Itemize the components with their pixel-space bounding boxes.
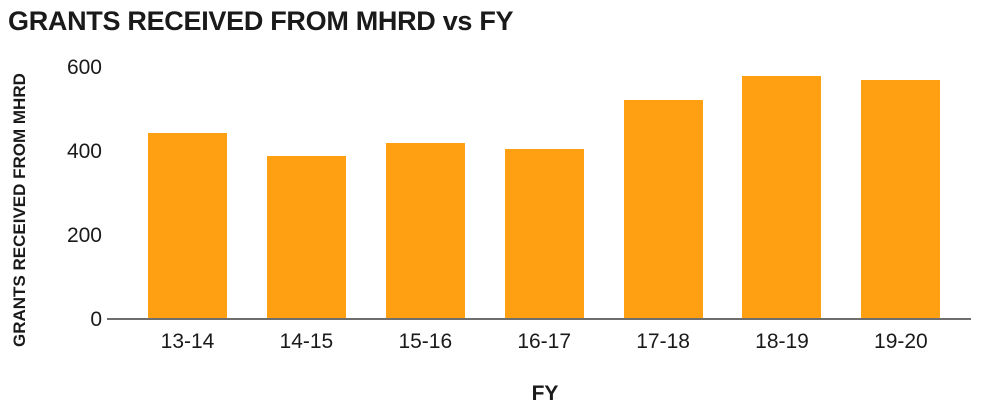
x-tick-label-13-14: 13-14	[160, 330, 215, 353]
x-tick-label-16-17: 16-17	[517, 330, 572, 353]
bar-18-19[interactable]	[742, 75, 822, 320]
x-tick-label-18-19: 18-19	[755, 330, 809, 353]
x-axis-line	[107, 318, 971, 320]
y-tick-label-200: 200	[66, 224, 102, 248]
bar-14-15[interactable]	[266, 155, 346, 320]
x-axis-title: FY	[531, 382, 559, 405]
x-tick-label-17-18: 17-18	[636, 330, 690, 353]
bar-17-18[interactable]	[623, 99, 703, 320]
bar-16-17[interactable]	[504, 148, 584, 320]
x-tick-label-14-15: 14-15	[279, 330, 334, 353]
bar-15-16[interactable]	[385, 143, 465, 320]
bar-13-14[interactable]	[147, 133, 227, 320]
y-tick-label-400: 400	[66, 140, 102, 164]
x-tick-label-15-16: 15-16	[398, 330, 453, 353]
chart-title: GRANTS RECEIVED FROM MHRD vs FY	[8, 6, 514, 36]
y-tick-label-600: 600	[66, 56, 102, 80]
y-tick-label-0: 0	[90, 308, 102, 331]
bar-19-20[interactable]	[861, 79, 941, 320]
y-axis-title: GRANTS RECEIVED FROM MHRD	[10, 73, 29, 347]
x-tick-label-19-20: 19-20	[874, 330, 928, 353]
